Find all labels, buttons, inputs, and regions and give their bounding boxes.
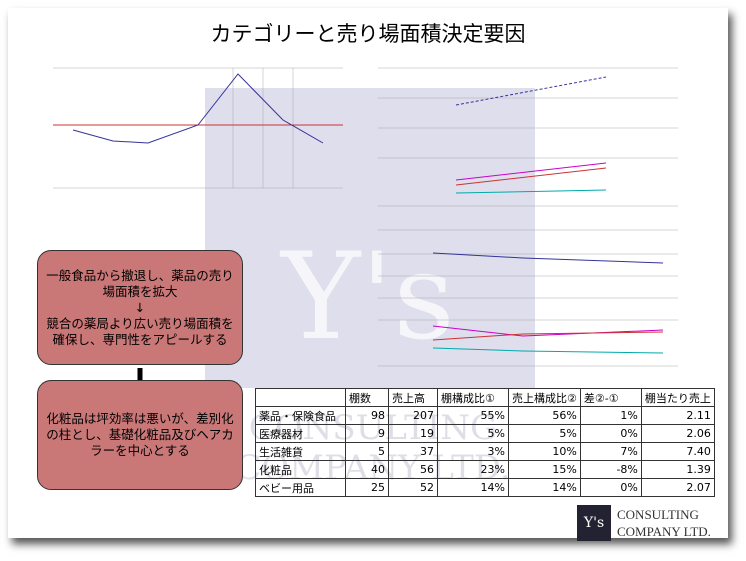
- box-line: 一般食品から撤退し、薬品の売り場面積を拡大: [46, 267, 234, 299]
- cell: 5%: [508, 424, 581, 443]
- line: [432, 252, 664, 264]
- header-cell: 棚数: [345, 388, 389, 407]
- header-cell: 棚構成比①: [437, 388, 509, 407]
- cell: 3%: [437, 442, 509, 461]
- line: [455, 167, 607, 186]
- cell: 2.07: [640, 478, 715, 497]
- box-line: ↓: [134, 299, 146, 315]
- row: 医療器材 9 19 5% 5% 0% 2.06: [255, 424, 715, 443]
- cell: 40: [345, 460, 389, 479]
- title: カテゴリーと売り場面積決定要因: [210, 22, 526, 46]
- watermark-mark: Y's: [281, 228, 455, 367]
- cell: 98: [345, 406, 389, 425]
- chart-frame: [53, 67, 678, 367]
- cell: 37: [388, 442, 438, 461]
- cell: 23%: [437, 460, 509, 479]
- cell: ベビー用品: [255, 478, 346, 497]
- cell: 9: [345, 424, 389, 443]
- cell: 56%: [508, 406, 581, 425]
- cell: 0%: [579, 424, 642, 443]
- line: [455, 76, 607, 106]
- row: ベビー用品 25 52 14% 14% 0% 2.07: [255, 478, 715, 497]
- header-cell: [255, 388, 346, 407]
- logo-mark: Y's: [577, 505, 611, 541]
- cell: 10%: [508, 442, 581, 461]
- cell: 5: [345, 442, 389, 461]
- cell: 5%: [437, 424, 509, 443]
- logo-text: COMPANY LTD.: [617, 524, 711, 539]
- cell: 14%: [437, 478, 509, 497]
- logo: Y's CONSULTING COMPANY LTD.: [577, 505, 722, 541]
- header-cell: 棚当たり売上: [640, 388, 715, 407]
- cell: 1.39: [640, 460, 715, 479]
- header-cell: 差②-①: [579, 388, 642, 407]
- slide: Y's CONSULTING COMPANY LTD. カテゴリーと売り場面積決…: [8, 8, 728, 541]
- line: [455, 162, 607, 181]
- row: 薬品・保険食品 98 207 55% 56% 1% 2.11: [255, 406, 715, 425]
- cell: 1%: [579, 406, 642, 425]
- cell: -8%: [579, 460, 642, 479]
- cell: 2.06: [640, 424, 715, 443]
- text-box: 化粧品は坪効率は悪いが、差別化の柱とし、基礎化粧品及びヘアカラーを中心とする: [37, 380, 243, 490]
- line: [72, 73, 324, 144]
- logo-text: CONSULTING: [617, 507, 699, 522]
- cell: 0%: [579, 478, 642, 497]
- box-line: 競合の薬局より広い売り場面積を確保し、専門性をアピールする: [46, 315, 234, 347]
- line: [432, 325, 664, 337]
- watermark-bg: [205, 88, 535, 388]
- text-box: 一般食品から撤退し、薬品の売り場面積を拡大 ↓ 競合の薬局より広い売り場面積を確保し…: [37, 250, 243, 365]
- box-line: 化粧品は坪効率は悪いが、差別化の柱とし、基礎化粧品及びヘアカラーを中心とする: [46, 411, 234, 458]
- row: 生活雑貨 5 37 3% 10% 7% 7.40: [255, 442, 715, 461]
- cell: 25: [345, 478, 389, 497]
- cell: 55%: [437, 406, 509, 425]
- line: [455, 189, 607, 194]
- row: 化粧品 40 56 23% 15% -8% 1.39: [255, 460, 715, 479]
- table: 棚数 売上高 棚構成比① 売上構成比② 差②-① 棚当たり売上 薬品・保険食品 98 207 55…: [255, 388, 715, 497]
- header-row: 棚数 売上高 棚構成比① 売上構成比② 差②-① 棚当たり売上: [255, 388, 715, 407]
- line: [432, 331, 664, 341]
- cell: 207: [388, 406, 438, 425]
- cell: 52: [388, 478, 438, 497]
- cell: 56: [388, 460, 438, 479]
- cell: 14%: [508, 478, 581, 497]
- cell: 7%: [579, 442, 642, 461]
- charts: [53, 67, 678, 380]
- line: [432, 347, 664, 354]
- cell: 医療器材: [255, 424, 346, 443]
- header-cell: 売上高: [388, 388, 438, 407]
- cell: 19: [388, 424, 438, 443]
- cell: 7.40: [640, 442, 715, 461]
- cell: 薬品・保険食品: [255, 406, 346, 425]
- header-cell: 売上構成比②: [508, 388, 581, 407]
- cell: 2.11: [640, 406, 715, 425]
- cell: 生活雑貨: [255, 442, 346, 461]
- cell: 化粧品: [255, 460, 346, 479]
- cell: 15%: [508, 460, 581, 479]
